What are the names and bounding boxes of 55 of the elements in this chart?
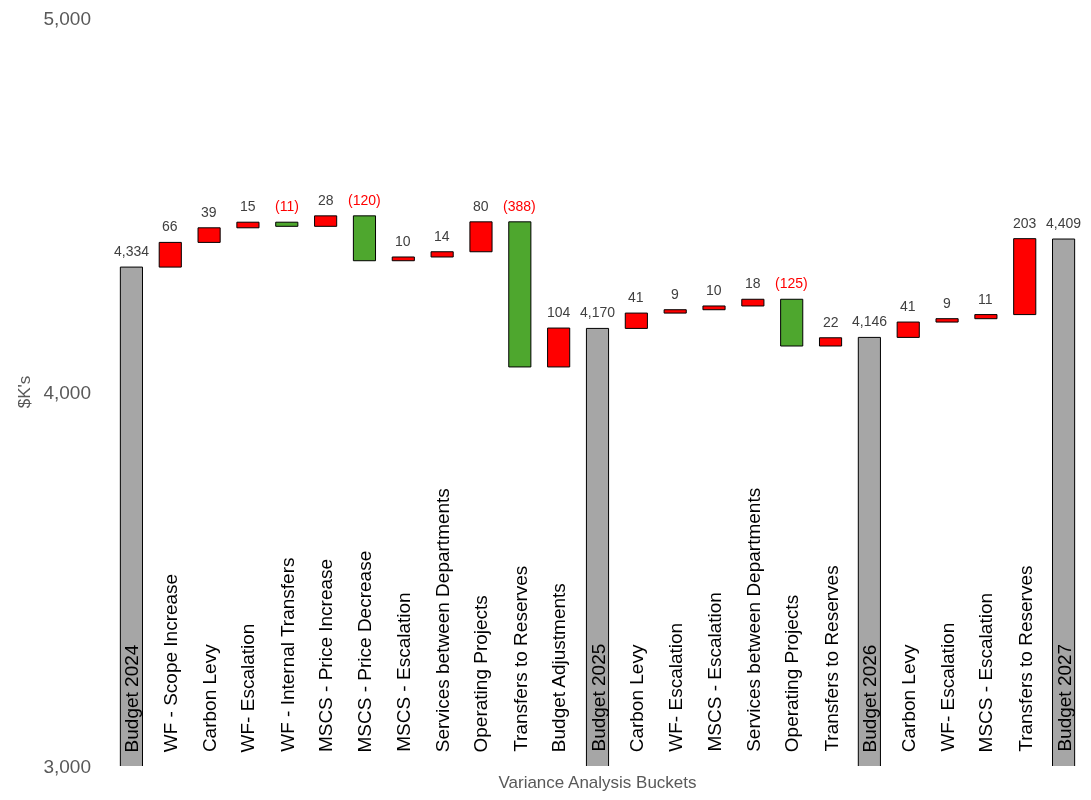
x-tick-label: MSCS - Escalation — [392, 592, 414, 752]
data-label: 41 — [900, 298, 916, 314]
x-tick-label: WF - Scope Increase — [160, 573, 182, 753]
x-tick-label: Transfers to Reserves — [820, 565, 842, 752]
y-tick-label: 3,000 — [43, 755, 91, 777]
y-tick-label: 5,000 — [43, 7, 91, 29]
x-tick-label: WF - Internal Transfers — [276, 557, 298, 752]
x-tick-label: Budget Adjustments — [548, 583, 570, 753]
x-tick-label: Services between Departments — [742, 487, 764, 752]
x-tick-label: Carbon Levy — [626, 644, 648, 753]
x-tick-label: Budget 2024 — [121, 644, 143, 753]
x-tick-label: Operating Projects — [781, 594, 803, 753]
x-tick-label: Transfers to Reserves — [509, 565, 531, 752]
x-tick-label: Transfers to Reserves — [1014, 565, 1036, 752]
data-label: 4,334 — [114, 243, 150, 259]
y-axis-title: $K's — [15, 375, 34, 409]
data-label: 22 — [823, 314, 839, 330]
x-tick-label: Carbon Levy — [898, 643, 920, 753]
data-label: 28 — [318, 192, 334, 208]
data-label: 104 — [547, 304, 571, 320]
data-label: (388) — [503, 198, 536, 214]
data-label: 4,170 — [580, 304, 616, 320]
x-tick-label: MSCS - Escalation — [975, 592, 997, 753]
x-tick-label: WF- Escalation — [664, 622, 686, 752]
x-tick-label: Operating Projects — [470, 595, 492, 753]
data-label: 10 — [395, 233, 411, 249]
x-tick-label: Services between Departments — [432, 488, 454, 753]
x-tick-label: MSCS - Price Increase — [315, 558, 337, 753]
data-label: 9 — [943, 295, 951, 311]
data-label: 39 — [201, 204, 217, 220]
x-tick-label: MSCS - Escalation — [703, 592, 725, 752]
data-label: 9 — [671, 286, 679, 302]
data-label: (125) — [775, 275, 808, 291]
data-label: (11) — [275, 198, 299, 214]
x-tick-label: WF- Escalation — [237, 623, 259, 753]
data-label: 4,409 — [1046, 215, 1082, 231]
data-label: 41 — [628, 289, 644, 305]
data-label: 18 — [745, 275, 761, 291]
data-label: 14 — [434, 228, 450, 244]
data-label: 66 — [162, 218, 178, 234]
data-label: 10 — [706, 282, 722, 298]
x-tick-label: Budget 2025 — [587, 643, 609, 752]
data-label: (120) — [348, 192, 381, 208]
data-label: 15 — [240, 198, 256, 214]
x-tick-label: Budget 2027 — [1053, 643, 1075, 752]
x-tick-label: WF- Escalation — [936, 622, 958, 752]
x-axis-title: Variance Analysis Buckets — [498, 773, 697, 793]
y-tick-label: 4,000 — [43, 381, 91, 403]
data-label: 11 — [978, 291, 993, 307]
data-label: 80 — [473, 198, 489, 214]
x-tick-label: MSCS - Price Decrease — [354, 550, 376, 753]
x-tick-label: Budget 2026 — [859, 644, 881, 753]
data-label: 4,146 — [852, 313, 888, 329]
data-label: 203 — [1013, 215, 1037, 231]
x-tick-label: Carbon Levy — [199, 643, 221, 753]
